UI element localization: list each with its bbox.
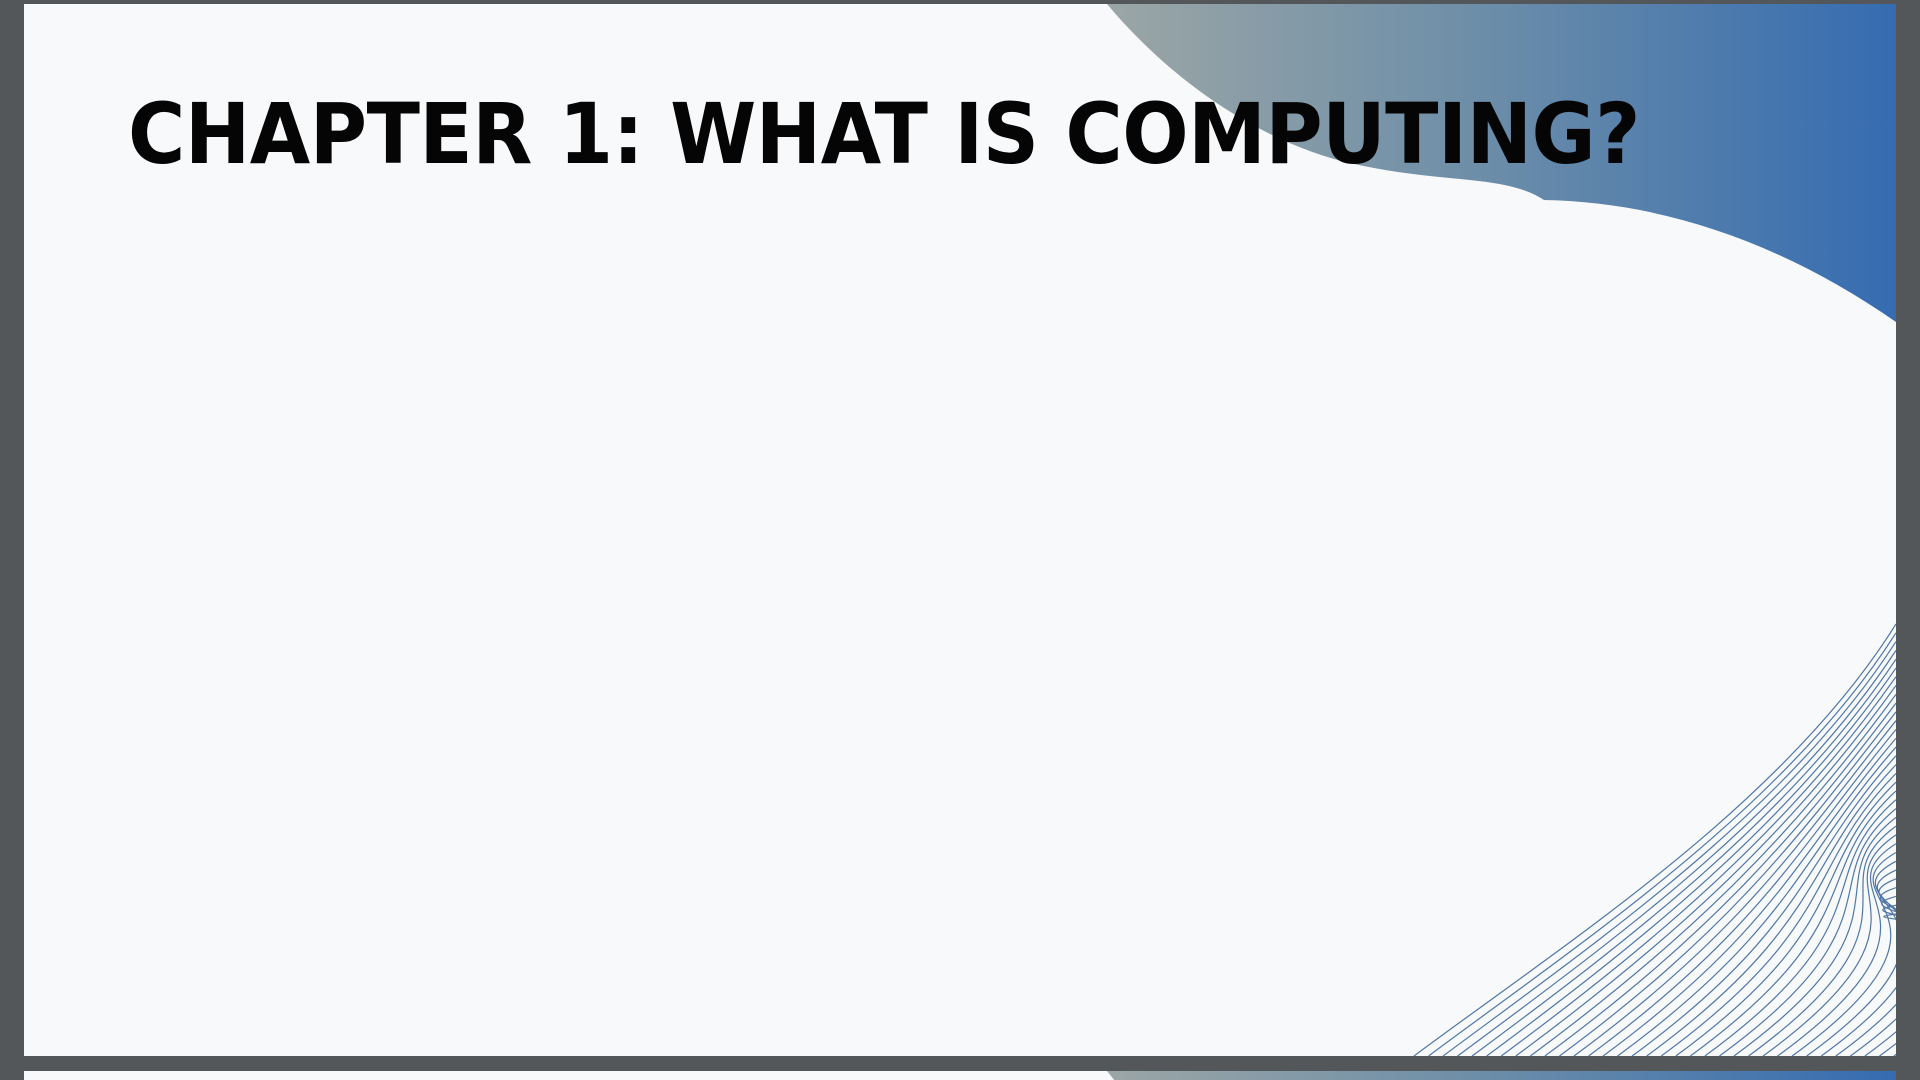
fan-line (1719, 808, 1896, 1056)
fan-line (1544, 702, 1896, 1056)
fan-line (1631, 755, 1896, 1056)
fan-line (1791, 851, 1896, 1056)
fan-line (1617, 746, 1896, 1056)
fan-line (1428, 632, 1896, 1056)
fan-line (1530, 693, 1896, 1056)
fan-line (1879, 904, 1896, 1056)
fan-line (1777, 843, 1896, 1056)
fan-line (1690, 790, 1896, 1056)
fan-line (1850, 887, 1896, 1056)
bottom-right-line-fan (1413, 623, 1896, 1056)
fan-line (1675, 781, 1896, 1056)
fan-line (1646, 764, 1896, 1056)
fan-line (1573, 720, 1896, 1056)
slide-decoration (1107, 4, 1896, 1056)
fan-line (1748, 825, 1896, 1056)
fan-line (1588, 729, 1896, 1056)
fan-line (1883, 913, 1896, 1056)
fan-line (1820, 869, 1896, 1056)
fan-line (1471, 658, 1896, 1056)
fan-line (1762, 834, 1896, 1056)
fan-line (1660, 772, 1896, 1056)
fan-line (1602, 737, 1896, 1056)
fan-line (1500, 676, 1896, 1056)
fan-line (1864, 895, 1896, 1056)
fan-line (1515, 685, 1896, 1056)
slide-2-preview[interactable] (24, 1071, 1896, 1080)
fan-line (1413, 623, 1896, 1056)
fan-line (1806, 860, 1896, 1056)
fan-line (1559, 711, 1896, 1056)
fan-line (1733, 816, 1896, 1056)
slide-title[interactable]: CHAPTER 1: WHAT IS COMPUTING? (128, 85, 1641, 183)
fan-line (1457, 650, 1896, 1056)
fan-line (1486, 667, 1896, 1056)
slide-1[interactable]: CHAPTER 1: WHAT IS COMPUTING? (24, 4, 1896, 1056)
slide-2-decoration (1107, 1071, 1896, 1080)
top-right-wave-shape (1107, 4, 1896, 322)
fan-line (1704, 799, 1896, 1056)
fan-line (1442, 641, 1896, 1056)
fan-line (1835, 878, 1896, 1056)
